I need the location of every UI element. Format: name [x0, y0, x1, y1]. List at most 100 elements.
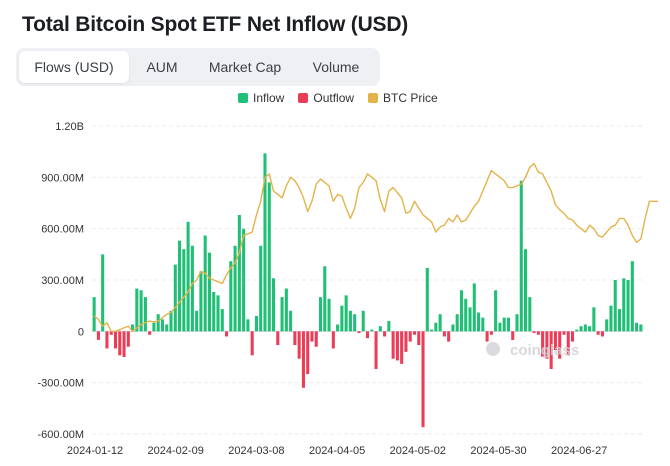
inflow-bar[interactable]	[361, 310, 365, 332]
inflow-bar[interactable]	[626, 280, 630, 332]
outflow-bar[interactable]	[331, 331, 335, 349]
outflow-bar[interactable]	[596, 331, 600, 335]
outflow-bar[interactable]	[536, 331, 540, 335]
tab-aum[interactable]: AUM	[146, 59, 178, 75]
inflow-bar[interactable]	[178, 240, 182, 332]
outflow-bar[interactable]	[511, 331, 515, 340]
outflow-bar[interactable]	[553, 331, 557, 351]
inflow-bar[interactable]	[203, 235, 207, 332]
outflow-bar[interactable]	[118, 331, 122, 356]
inflow-bar[interactable]	[370, 329, 374, 332]
inflow-bar[interactable]	[280, 297, 284, 332]
inflow-bar[interactable]	[592, 307, 596, 332]
outflow-bar[interactable]	[250, 331, 254, 356]
outflow-bar[interactable]	[122, 331, 126, 357]
outflow-bar[interactable]	[297, 331, 301, 359]
inflow-bar[interactable]	[242, 228, 246, 332]
inflow-bar[interactable]	[195, 310, 199, 332]
outflow-bar[interactable]	[485, 331, 489, 342]
outflow-bar[interactable]	[225, 331, 229, 337]
inflow-bar[interactable]	[635, 322, 639, 332]
outflow-bar[interactable]	[562, 331, 566, 335]
inflow-bar[interactable]	[92, 297, 96, 332]
outflow-bar[interactable]	[306, 331, 310, 375]
outflow-bar[interactable]	[105, 331, 109, 349]
inflow-bar[interactable]	[459, 290, 463, 332]
inflow-bar[interactable]	[344, 295, 348, 332]
outflow-bar[interactable]	[383, 331, 387, 337]
outflow-bar[interactable]	[310, 331, 314, 342]
inflow-bar[interactable]	[613, 280, 617, 332]
inflow-bar[interactable]	[575, 329, 579, 332]
inflow-bar[interactable]	[630, 261, 634, 332]
outflow-bar[interactable]	[421, 331, 425, 428]
inflow-bar[interactable]	[434, 322, 438, 332]
inflow-bar[interactable]	[468, 307, 472, 332]
inflow-bar[interactable]	[438, 314, 442, 332]
inflow-bar[interactable]	[524, 249, 528, 332]
inflow-bar[interactable]	[451, 324, 455, 332]
inflow-bar[interactable]	[237, 214, 241, 332]
outflow-bar[interactable]	[447, 331, 451, 342]
inflow-bar[interactable]	[340, 305, 344, 332]
inflow-bar[interactable]	[131, 324, 135, 332]
outflow-bar[interactable]	[400, 331, 404, 364]
outflow-bar[interactable]	[113, 331, 118, 349]
inflow-bar[interactable]	[387, 321, 391, 332]
outflow-bar[interactable]	[412, 331, 417, 335]
inflow-bar[interactable]	[173, 264, 177, 332]
outflow-bar[interactable]	[417, 331, 421, 346]
inflow-bar[interactable]	[464, 298, 468, 332]
outflow-bar[interactable]	[148, 331, 152, 335]
inflow-bar[interactable]	[323, 266, 327, 332]
outflow-bar[interactable]	[126, 331, 130, 347]
outflow-bar[interactable]	[96, 331, 100, 340]
inflow-bar[interactable]	[605, 319, 609, 332]
inflow-bar[interactable]	[336, 324, 340, 332]
legend-item-btc-price[interactable]: BTC Price	[368, 91, 438, 105]
inflow-bar[interactable]	[182, 249, 186, 332]
inflow-bar[interactable]	[639, 324, 643, 332]
outflow-bar[interactable]	[545, 331, 549, 359]
outflow-bar[interactable]	[395, 331, 399, 361]
outflow-bar[interactable]	[566, 331, 570, 356]
inflow-bar[interactable]	[152, 322, 156, 332]
inflow-bar[interactable]	[190, 245, 194, 332]
inflow-bar[interactable]	[378, 326, 382, 332]
inflow-bar[interactable]	[583, 324, 587, 332]
inflow-bar[interactable]	[254, 315, 258, 332]
inflow-bar[interactable]	[216, 295, 220, 332]
inflow-bar[interactable]	[425, 268, 429, 332]
outflow-bar[interactable]	[442, 331, 446, 337]
inflow-bar[interactable]	[212, 291, 216, 332]
inflow-bar[interactable]	[289, 310, 293, 332]
inflow-bar[interactable]	[498, 322, 502, 332]
outflow-bar[interactable]	[374, 331, 378, 369]
tab-volume[interactable]: Volume	[312, 59, 360, 75]
outflow-bar[interactable]	[293, 331, 297, 346]
inflow-bar[interactable]	[143, 297, 147, 332]
inflow-bar[interactable]	[186, 221, 190, 332]
tab-market-cap[interactable]: Market Cap	[208, 59, 282, 75]
inflow-bar[interactable]	[272, 278, 276, 332]
inflow-bar[interactable]	[502, 317, 506, 332]
inflow-bar[interactable]	[579, 326, 583, 332]
outflow-bar[interactable]	[365, 331, 370, 339]
inflow-bar[interactable]	[207, 252, 211, 332]
outflow-bar[interactable]	[391, 331, 395, 359]
legend-item-inflow[interactable]: Inflow	[238, 91, 284, 105]
inflow-bar[interactable]	[353, 314, 357, 332]
outflow-bar[interactable]	[408, 331, 412, 342]
outflow-bar[interactable]	[549, 331, 553, 369]
outflow-bar[interactable]	[301, 331, 305, 388]
inflow-bar[interactable]	[472, 283, 476, 332]
inflow-bar[interactable]	[229, 261, 233, 332]
outflow-bar[interactable]	[404, 331, 408, 352]
inflow-bar[interactable]	[506, 317, 510, 332]
inflow-bar[interactable]	[220, 309, 224, 332]
legend-item-outflow[interactable]: Outflow	[298, 91, 354, 105]
inflow-bar[interactable]	[622, 278, 626, 332]
inflow-bar[interactable]	[477, 312, 481, 332]
inflow-bar[interactable]	[135, 288, 139, 332]
outflow-bar[interactable]	[558, 331, 562, 359]
